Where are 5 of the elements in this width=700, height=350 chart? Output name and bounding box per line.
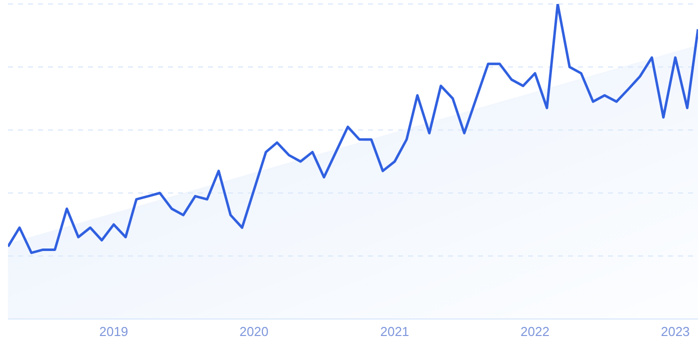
x-tick-label: 2020	[240, 324, 268, 340]
x-tick-label: 2019	[99, 324, 128, 340]
x-tick-label: 2023	[660, 324, 690, 340]
x-tick-label: 2021	[380, 324, 410, 340]
x-tick-label: 2022	[520, 324, 550, 340]
